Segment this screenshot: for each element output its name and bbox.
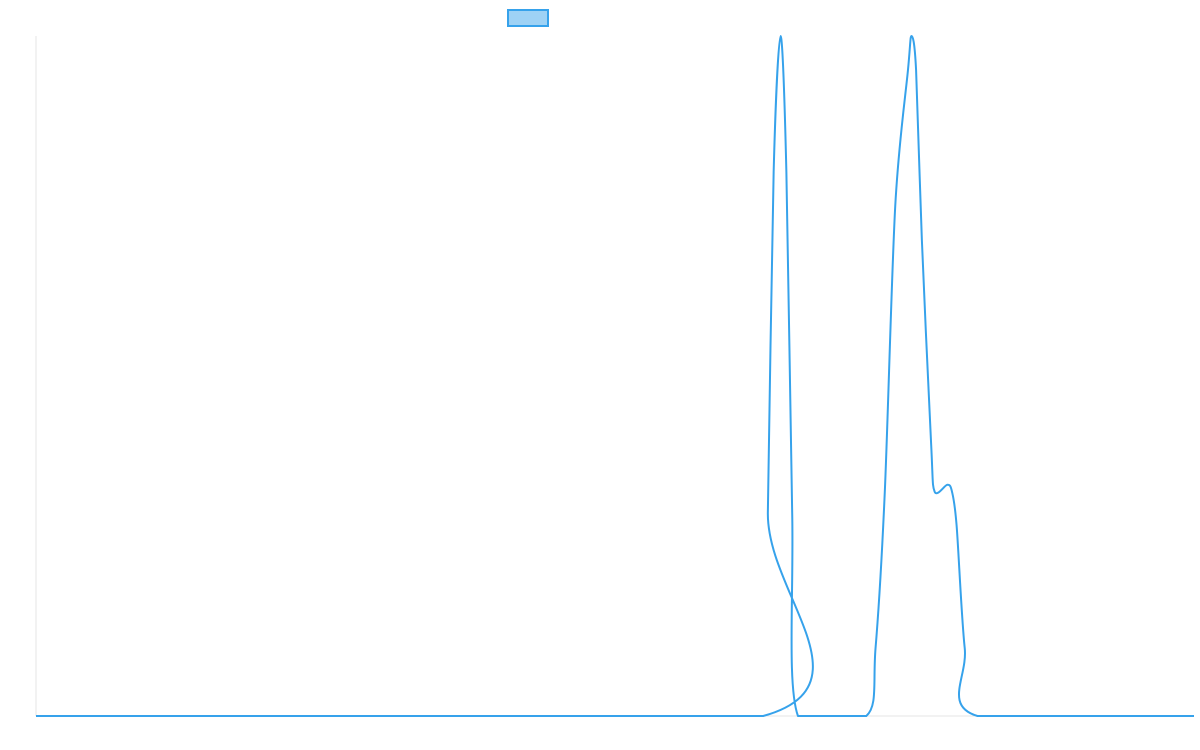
axes (35, 36, 1194, 717)
series-layer (36, 35, 1194, 718)
series-line (36, 35, 1194, 718)
legend[interactable] (507, 9, 549, 27)
legend-swatch[interactable] (507, 9, 549, 27)
